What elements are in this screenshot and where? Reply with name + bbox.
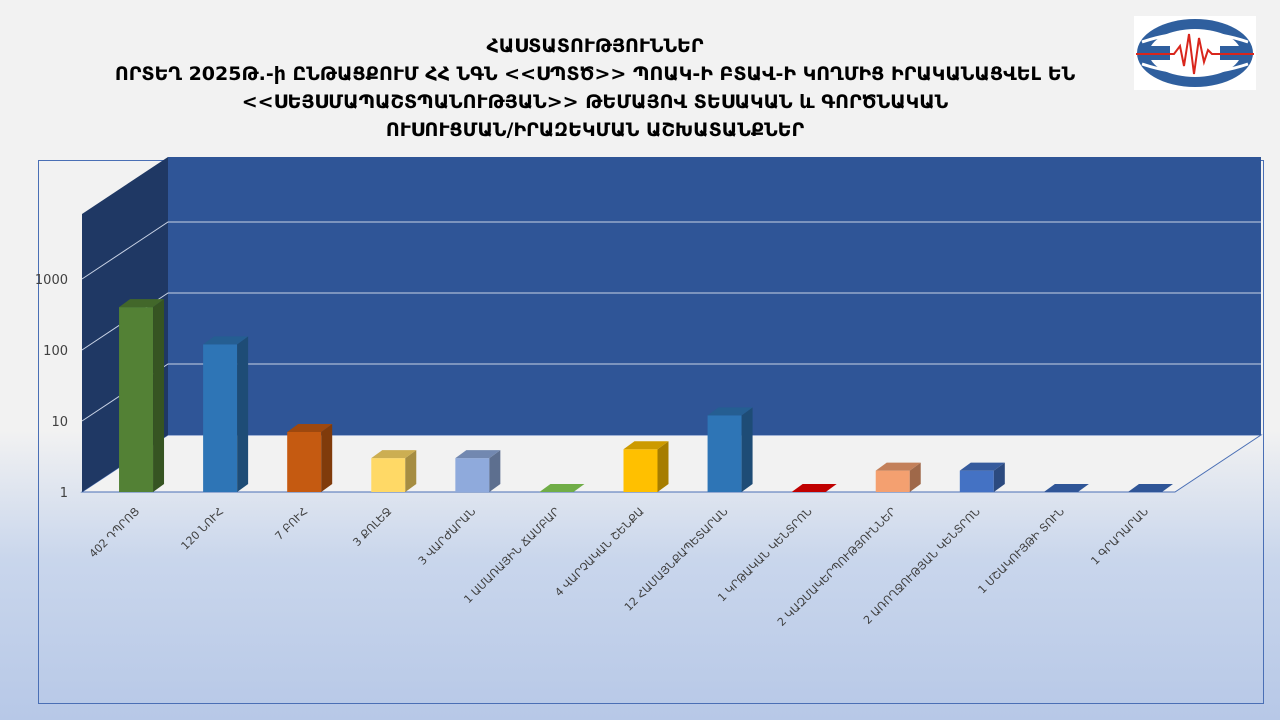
x-tick-label: 402 ԴՊՐՈՑ: [87, 505, 142, 560]
bar-top: [287, 423, 333, 432]
bar: [287, 423, 333, 492]
bar-front: [875, 470, 910, 492]
y-axis-ticks: 1 10 100 1000: [35, 221, 1261, 501]
y-tick-label: 10: [51, 415, 68, 430]
bar: [455, 450, 501, 492]
bar-side: [657, 441, 669, 492]
x-tick-label: 1 ԱՄԱՌԱՅԻՆ ՃԱՄԲԱՐ: [461, 505, 562, 606]
bar-side: [741, 407, 753, 492]
x-tick-label: 7 ԲՈՒՀ: [273, 505, 311, 543]
bar-front: [119, 307, 154, 492]
bar-side: [489, 450, 501, 492]
bar: [707, 407, 753, 492]
bar-side: [321, 423, 333, 492]
bar-front: [371, 458, 406, 492]
title-line-1: ՀԱՍՏԱՏՈՒԹՅՈՒՆՆԵՐ: [486, 35, 704, 57]
gridline: [81, 221, 1261, 280]
bar-top: [707, 407, 753, 416]
bar-top: [119, 299, 165, 308]
bar: [1043, 484, 1089, 492]
bar-front: [623, 449, 658, 492]
chart-walls: [80, 157, 1263, 493]
title-line-3: <<ՍԵՅՍՄԱՊԱՇՏՊԱՆՈՒԹՅԱՆ>> ԹԵՄԱՅՈՎ ՏԵՍԱԿԱՆ …: [241, 91, 949, 113]
bar: [539, 484, 585, 492]
bar: [875, 462, 921, 492]
bar-top: [791, 484, 837, 492]
bar-side: [993, 462, 1005, 492]
bar-top: [1127, 484, 1173, 492]
bar-top: [1043, 484, 1089, 492]
title-line-4: ՈՒՍՈՒՑՄԱՆ/ԻՐԱԶԵԿՄԱՆ ԱՇԽԱՏԱՆՔՆԵՐ: [385, 119, 805, 141]
bar-side: [237, 336, 249, 492]
bar-front: [203, 344, 238, 492]
bar: [1127, 484, 1173, 492]
bar-top: [455, 450, 501, 459]
bar: [623, 441, 669, 492]
y-tick-label: 100: [43, 344, 68, 359]
bar: [371, 450, 417, 492]
x-tick-label: 1 ՄՇԱԿՈՒՅԹԻ ՏՈՒՆ: [976, 505, 1067, 596]
bar: [203, 336, 249, 492]
y-tick-label: 1: [60, 486, 68, 501]
bar-front: [959, 470, 994, 492]
bar-front: [287, 431, 322, 492]
bar-top: [539, 484, 585, 492]
chart-back-wall: [168, 157, 1261, 435]
x-axis-labels: 402 ԴՊՐՈՑ 120 ՆՈՒՀ 7 ԲՈՒՀ 3 ՔՈԼԵՋ 3 ՎԱՐԺԱՐԱՆ…: [87, 505, 1151, 629]
bar-front: [455, 458, 490, 492]
bar: [959, 462, 1005, 492]
x-tick-label: 1 ԿՐԹԱԿԱՆ ԿԵՆՏՐՈՆ: [715, 505, 814, 604]
gridline: [81, 363, 1261, 422]
title-line-2: ՈՐՏԵՂ 2025Թ.-ի ԸՆԹԱՑՔՈՒՄ ՀՀ ՆԳՆ <<ՍՊՏԾ>>…: [114, 63, 1076, 85]
x-tick-label: 4 ՎԱՐՉԱԿԱՆ ՇԵՆՔԱ: [552, 505, 646, 599]
bar: [791, 484, 837, 492]
bar-top: [959, 462, 1005, 471]
x-tick-label: 3 ՔՈԼԵՋ: [350, 505, 394, 549]
bar-side: [909, 462, 921, 492]
chart-title: ՀԱՍՏԱՏՈՒԹՅՈՒՆՆԵՐ ՈՐՏԵՂ 2025Թ.-ի ԸՆԹԱՑՔՈՒ…: [60, 32, 1130, 144]
bar-side: [405, 450, 417, 492]
y-tick-label: 1000: [35, 273, 68, 288]
bar-top: [623, 441, 669, 450]
bar-side: [153, 299, 165, 492]
x-tick-label: 120 ՆՈՒՀ: [179, 505, 227, 553]
bar-top: [371, 450, 417, 459]
x-tick-label: 3 ՎԱՐԺԱՐԱՆ: [416, 505, 479, 568]
bar-top: [875, 462, 921, 471]
seismic-wave-logo-icon: [1134, 16, 1256, 90]
bar-front: [707, 415, 742, 492]
bar-top: [203, 336, 249, 345]
chart-bars: [119, 299, 1173, 492]
gridline: [81, 292, 1261, 351]
bar: [119, 299, 165, 492]
chart-floor: [80, 434, 1263, 493]
x-tick-label: 1 ԳՐԱԴԱՐԱՆ: [1088, 505, 1151, 568]
